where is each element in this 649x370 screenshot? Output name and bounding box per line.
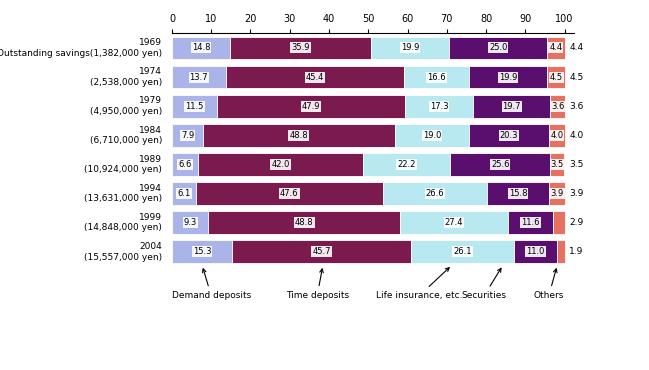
Text: 19.9: 19.9 <box>499 73 517 81</box>
Bar <box>550 153 564 176</box>
Bar <box>172 240 232 263</box>
Bar <box>208 211 400 234</box>
Text: 6.1: 6.1 <box>177 189 191 198</box>
Bar <box>217 95 405 118</box>
Bar <box>450 153 550 176</box>
Text: 47.6: 47.6 <box>280 189 299 198</box>
Text: 26.1: 26.1 <box>454 247 472 256</box>
Bar <box>232 240 411 263</box>
Bar <box>469 65 547 88</box>
Bar <box>487 182 549 205</box>
Bar <box>508 211 553 234</box>
Text: 4.4: 4.4 <box>549 43 563 53</box>
Bar <box>172 211 208 234</box>
Text: Life insurance, etc.: Life insurance, etc. <box>376 268 463 300</box>
Bar <box>549 182 565 205</box>
Bar <box>411 240 514 263</box>
Bar <box>363 153 450 176</box>
Text: 6.6: 6.6 <box>178 160 191 169</box>
Text: 19.9: 19.9 <box>401 43 419 53</box>
Bar <box>547 37 565 59</box>
Text: 3.9: 3.9 <box>550 189 563 198</box>
Bar <box>172 65 226 88</box>
Text: 22.2: 22.2 <box>397 160 415 169</box>
Text: 1.9: 1.9 <box>569 247 583 256</box>
Text: 3.5: 3.5 <box>569 160 583 169</box>
Bar <box>400 211 508 234</box>
Text: 19.0: 19.0 <box>422 131 441 140</box>
Bar <box>549 124 565 147</box>
Text: 13.7: 13.7 <box>190 73 208 81</box>
Text: 47.9: 47.9 <box>302 102 321 111</box>
Text: Demand deposits: Demand deposits <box>171 269 251 300</box>
Text: 45.4: 45.4 <box>306 73 324 81</box>
Bar <box>198 153 363 176</box>
Bar <box>172 182 196 205</box>
Bar <box>553 211 565 234</box>
Text: 11.6: 11.6 <box>521 218 540 227</box>
Bar <box>469 124 549 147</box>
Text: 3.6: 3.6 <box>569 102 583 111</box>
Text: Others: Others <box>533 269 564 300</box>
Text: 27.4: 27.4 <box>445 218 463 227</box>
Text: 3.5: 3.5 <box>550 160 564 169</box>
Bar <box>371 37 449 59</box>
Bar <box>226 65 404 88</box>
Text: 25.6: 25.6 <box>491 160 509 169</box>
Text: 4.5: 4.5 <box>550 73 563 81</box>
Text: 7.9: 7.9 <box>181 131 194 140</box>
Bar <box>172 95 217 118</box>
Bar <box>449 37 547 59</box>
Bar <box>404 65 469 88</box>
Text: 4.0: 4.0 <box>550 131 563 140</box>
Text: 11.5: 11.5 <box>186 102 204 111</box>
Text: 48.8: 48.8 <box>289 131 308 140</box>
Bar <box>203 124 395 147</box>
Text: 20.3: 20.3 <box>500 131 519 140</box>
Bar <box>172 124 203 147</box>
Bar <box>230 37 371 59</box>
Text: 26.6: 26.6 <box>426 189 445 198</box>
Text: 25.0: 25.0 <box>489 43 508 53</box>
Text: 3.6: 3.6 <box>551 102 564 111</box>
Text: 9.3: 9.3 <box>184 218 197 227</box>
Text: 4.5: 4.5 <box>569 73 583 81</box>
Bar <box>395 124 469 147</box>
Text: 35.9: 35.9 <box>291 43 310 53</box>
Bar <box>473 95 550 118</box>
Text: 42.0: 42.0 <box>271 160 289 169</box>
Text: 15.3: 15.3 <box>193 247 212 256</box>
Text: 48.8: 48.8 <box>295 218 313 227</box>
Bar <box>547 65 565 88</box>
Text: 4.0: 4.0 <box>569 131 583 140</box>
Text: 16.6: 16.6 <box>427 73 446 81</box>
Text: 14.8: 14.8 <box>192 43 210 53</box>
Text: 17.3: 17.3 <box>430 102 448 111</box>
Bar <box>514 240 557 263</box>
Text: 45.7: 45.7 <box>313 247 331 256</box>
Text: 15.8: 15.8 <box>509 189 528 198</box>
Text: 4.4: 4.4 <box>569 43 583 53</box>
Bar <box>196 182 383 205</box>
Text: 19.7: 19.7 <box>502 102 521 111</box>
Bar <box>172 37 230 59</box>
Text: Time deposits: Time deposits <box>286 269 349 300</box>
Bar <box>550 95 565 118</box>
Text: 11.0: 11.0 <box>526 247 545 256</box>
Text: 2.9: 2.9 <box>569 218 583 227</box>
Text: Securities: Securities <box>461 268 507 300</box>
Bar <box>383 182 487 205</box>
Bar <box>557 240 565 263</box>
Bar <box>172 153 198 176</box>
Bar <box>405 95 473 118</box>
Text: 3.9: 3.9 <box>569 189 583 198</box>
